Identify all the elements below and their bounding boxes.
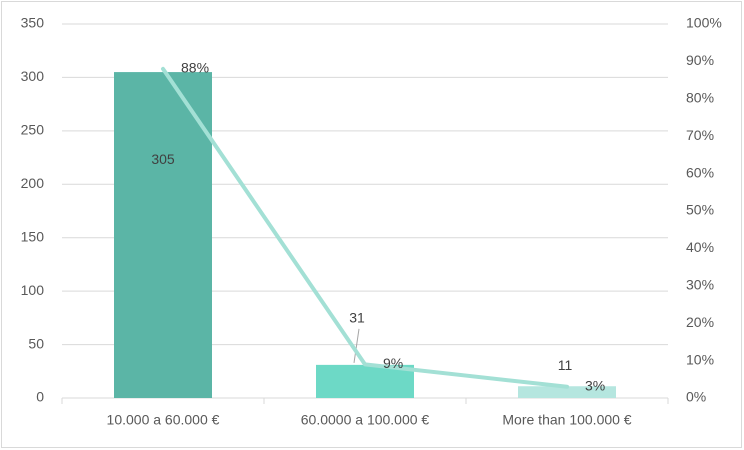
line-value-label: 88%	[181, 60, 209, 76]
y2-tick-label: 20%	[686, 314, 714, 330]
y2-tick-label: 30%	[686, 277, 714, 293]
y-tick-label: 250	[21, 122, 45, 138]
y2-tick-label: 0%	[686, 389, 706, 405]
y-tick-label: 350	[21, 15, 45, 31]
y2-tick-label: 10%	[686, 351, 714, 367]
bar	[316, 364, 414, 398]
y2-tick-label: 60%	[686, 164, 714, 180]
bar-value-label: 31	[349, 310, 365, 326]
y2-tick-label: 80%	[686, 90, 714, 106]
bar	[114, 72, 212, 398]
y-tick-label: 150	[21, 228, 45, 244]
y2-tick-label: 50%	[686, 202, 714, 218]
line-value-label: 9%	[383, 355, 403, 371]
y-tick-label: 200	[21, 175, 45, 191]
x-tick-label: 60.0000 a 100.000 €	[301, 412, 430, 428]
bar-value-label: 11	[558, 357, 573, 373]
y-tick-label: 0	[36, 389, 44, 405]
bar	[518, 386, 616, 398]
y2-tick-label: 40%	[686, 239, 714, 255]
x-tick-label: More than 100.000 €	[502, 412, 631, 428]
line	[161, 66, 569, 389]
y-tick-label: 100	[21, 282, 45, 298]
y2-tick-label: 100%	[686, 15, 722, 31]
line-value-label: 3%	[585, 377, 605, 393]
y-tick-label: 50	[28, 335, 44, 351]
y-tick-label: 300	[21, 68, 45, 84]
x-tick-label: 10.000 a 60.000 €	[107, 412, 220, 428]
y2-tick-label: 70%	[686, 127, 714, 143]
bar-value-label: 305	[151, 151, 175, 167]
y2-tick-label: 90%	[686, 52, 714, 68]
leader-line	[353, 328, 360, 363]
